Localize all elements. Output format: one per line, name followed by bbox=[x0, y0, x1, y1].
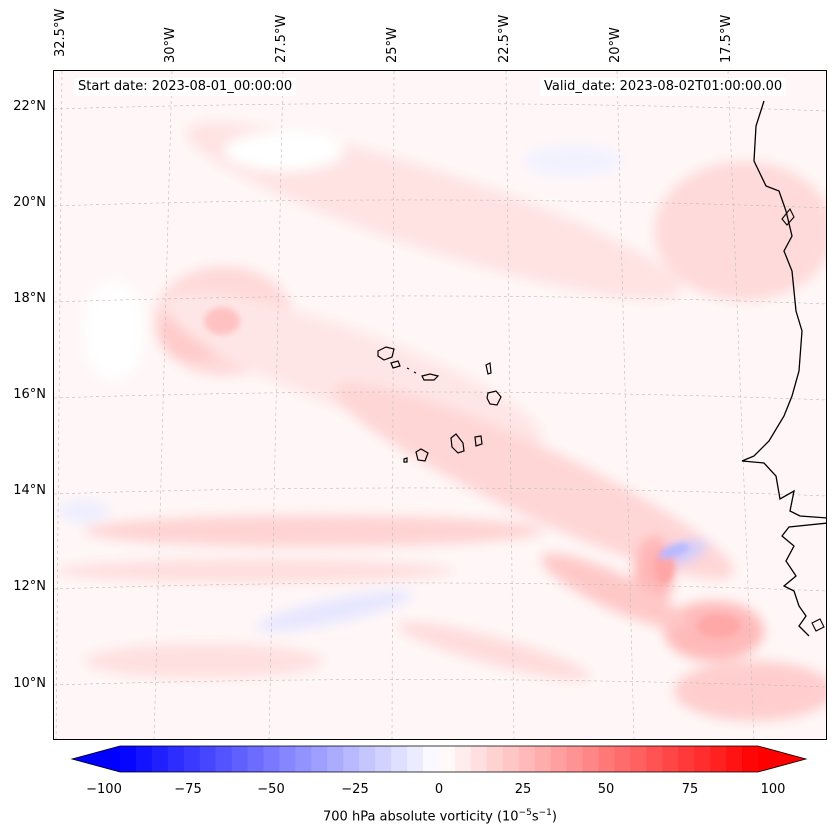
colorbar-cell bbox=[375, 746, 392, 772]
colorbar bbox=[70, 745, 808, 773]
colorbar-cell bbox=[518, 746, 536, 772]
colorbar-cell bbox=[135, 746, 153, 772]
lat-label-10n: 10°N bbox=[13, 676, 46, 691]
colorbar-cell bbox=[263, 746, 280, 772]
cb-label-exp1: −5 bbox=[518, 808, 532, 818]
colorbar-cell bbox=[343, 746, 360, 772]
colorbar-cell bbox=[295, 746, 312, 772]
colorbar-cell bbox=[183, 746, 201, 772]
vorticity-map[interactable] bbox=[54, 71, 827, 740]
cb-label-exp2: −1 bbox=[538, 808, 552, 818]
lat-label-20n: 20°N bbox=[13, 195, 46, 210]
colorbar-cell bbox=[582, 746, 599, 772]
vorticity-field bbox=[54, 122, 826, 721]
colorbar-cell bbox=[566, 746, 584, 772]
colorbar-cell bbox=[311, 746, 328, 772]
cb-label-end: ) bbox=[551, 809, 557, 825]
colorbar-cell bbox=[614, 746, 631, 772]
colorbar-cell bbox=[646, 746, 663, 772]
africa-coastline bbox=[741, 100, 826, 637]
map-panel[interactable] bbox=[53, 70, 827, 740]
graticule bbox=[54, 71, 826, 739]
colorbar-cell bbox=[710, 746, 727, 772]
colorbar-cell bbox=[199, 746, 217, 772]
colorbar-cell bbox=[215, 746, 233, 772]
lat-label-22n: 22°N bbox=[13, 99, 46, 114]
colorbar-cell bbox=[486, 746, 504, 772]
cb-label-mid: s bbox=[531, 809, 539, 825]
cb-tick-neg100: −100 bbox=[86, 782, 122, 797]
cb-tick-neg25: −25 bbox=[341, 782, 369, 797]
colorbar-cell bbox=[279, 746, 296, 772]
valid-date-label: Valid_date: 2023-08-02T01:00:00.00 bbox=[540, 78, 787, 96]
colorbar-cell bbox=[120, 746, 137, 772]
colorbar-cell bbox=[439, 746, 456, 772]
colorbar-cell bbox=[598, 746, 615, 772]
cb-tick-100: 100 bbox=[760, 782, 786, 797]
lat-label-14n: 14°N bbox=[13, 483, 46, 498]
colorbar-cell bbox=[247, 746, 265, 772]
lon-label-32-5w: 32.5°W bbox=[53, 8, 68, 57]
cb-tick-neg75: −75 bbox=[174, 782, 202, 797]
colorbar-cell bbox=[678, 746, 695, 772]
colorbar-cell bbox=[630, 746, 647, 772]
colorbar-outline bbox=[70, 745, 808, 773]
colorbar-cells bbox=[72, 746, 806, 772]
lon-label-20w: 20°W bbox=[608, 27, 623, 63]
cape-verde-islands bbox=[377, 346, 502, 463]
start-date-label: Start date: 2023-08-01_00:00:00 bbox=[74, 78, 297, 96]
lat-label-18n: 18°N bbox=[13, 291, 46, 306]
cb-tick-neg50: −50 bbox=[257, 782, 285, 797]
lon-label-27-5w: 27.5°W bbox=[274, 14, 289, 63]
colorbar-cell bbox=[151, 746, 169, 772]
lat-label-12n: 12°N bbox=[13, 579, 46, 594]
vorticity-peaks bbox=[204, 307, 741, 638]
colorbar-label: 700 hPa absolute vorticity (10−5s−1) bbox=[323, 808, 557, 824]
colorbar-cell bbox=[359, 746, 376, 772]
colorbar-cell bbox=[550, 746, 568, 772]
colorbar-cell bbox=[662, 746, 679, 772]
colorbar-cell bbox=[391, 746, 408, 772]
cb-label-main: 700 hPa absolute vorticity (10 bbox=[323, 809, 519, 825]
colorbar-cell bbox=[502, 746, 520, 772]
colorbar-cell bbox=[534, 746, 552, 772]
lon-label-30w: 30°W bbox=[163, 27, 178, 63]
colorbar-cell bbox=[423, 746, 440, 772]
lon-label-25w: 25°W bbox=[385, 27, 400, 63]
colorbar-cell bbox=[470, 746, 488, 772]
lat-label-16n: 16°N bbox=[13, 387, 46, 402]
lon-label-22-5w: 22.5°W bbox=[497, 14, 512, 63]
lon-label-17-5w: 17.5°W bbox=[719, 14, 734, 63]
colorbar-cell bbox=[694, 746, 711, 772]
cb-tick-75: 75 bbox=[681, 782, 699, 797]
colorbar-cell bbox=[726, 746, 743, 772]
colorbar-cell bbox=[167, 746, 185, 772]
colorbar-cell bbox=[231, 746, 249, 772]
cb-tick-25: 25 bbox=[514, 782, 532, 797]
colorbar-cell bbox=[454, 746, 472, 772]
coast-island-south bbox=[811, 618, 825, 632]
colorbar-extend-high bbox=[758, 746, 806, 772]
colorbar-cell bbox=[327, 746, 344, 772]
cb-tick-0: 0 bbox=[434, 782, 444, 797]
cb-tick-50: 50 bbox=[597, 782, 615, 797]
colorbar-cell bbox=[742, 746, 759, 772]
colorbar-extend-low bbox=[72, 746, 120, 772]
colorbar-cell bbox=[407, 746, 424, 772]
coast-island-north bbox=[781, 207, 795, 226]
